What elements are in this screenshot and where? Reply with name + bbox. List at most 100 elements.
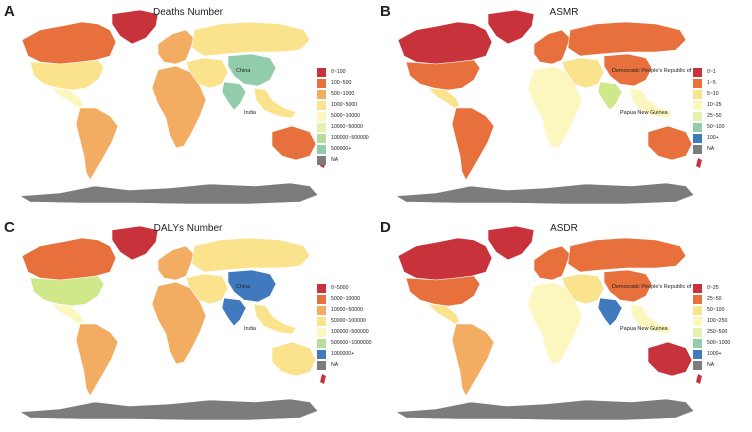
region-usa [405, 275, 481, 307]
map-label-first: China [236, 284, 251, 290]
region-usa [29, 59, 105, 91]
legend-label: 10~25 [707, 102, 722, 108]
region-north-america [21, 21, 117, 65]
region-central-america [427, 87, 461, 109]
legend-label: 5000~10000 [331, 296, 360, 302]
legend-label: 10000~50000 [331, 307, 363, 313]
region-southeast-asia [629, 303, 673, 335]
legend-label: 250~500 [707, 329, 728, 335]
legend-swatch [693, 283, 702, 293]
legend-item: 5000~10000 [317, 294, 372, 304]
region-australia [271, 341, 317, 377]
legend-swatch [317, 144, 326, 154]
region-china [227, 269, 277, 303]
legend-label: NA [707, 362, 715, 368]
legend-swatch [693, 122, 702, 132]
region-africa [527, 281, 583, 365]
legend-item: 10~25 [693, 100, 724, 110]
region-india [597, 81, 623, 111]
legend-item: 500000+ [317, 144, 369, 154]
panel-letter: C [4, 219, 15, 236]
map-panel-a: China India A Deaths Number 0~100 100~500… [0, 0, 376, 216]
map-panel-b: Democratic People's Republic of I Papua … [376, 0, 752, 216]
legend-swatch [317, 349, 326, 359]
region-antarctica [19, 398, 319, 421]
legend-swatch [317, 327, 326, 337]
legend: 0~25 25~50 50~100 100~250 250~500 500~1000 100… [693, 283, 730, 371]
map-label-first: Democratic People's Republic of I [612, 68, 695, 74]
region-new-zealand [696, 374, 702, 384]
panel-title: ASDR [550, 223, 578, 234]
region-south-america [451, 107, 495, 181]
region-north-america [397, 237, 493, 281]
region-africa [527, 65, 583, 149]
legend-swatch [693, 144, 702, 154]
map-panel-d: Democratic People's Republic of Papua Ne… [376, 216, 752, 432]
legend-label: 1~5 [707, 80, 716, 86]
legend-label: 100+ [707, 135, 719, 141]
legend-item: NA [693, 144, 724, 154]
region-china [603, 269, 653, 303]
legend-item: 500000~1000000 [317, 338, 372, 348]
legend-swatch [693, 111, 702, 121]
region-africa [151, 281, 207, 365]
legend-swatch [317, 133, 326, 143]
legend: 0~100 100~500 500~1000 1000~5000 5000~10000 1… [317, 67, 369, 166]
legend-swatch [693, 316, 702, 326]
legend-item: 25~50 [693, 294, 730, 304]
legend-item: 10000~50000 [317, 122, 369, 132]
legend-item: 1000+ [693, 349, 730, 359]
legend-label: 0~1 [707, 69, 716, 75]
legend-item: NA [317, 360, 372, 370]
region-europe [533, 29, 571, 65]
region-usa [405, 59, 481, 91]
legend-swatch [317, 111, 326, 121]
legend: 0~5000 5000~10000 10000~50000 50000~100000 1… [317, 283, 372, 371]
region-usa [29, 275, 105, 307]
legend-item: 1000~5000 [317, 100, 369, 110]
legend-label: NA [331, 157, 339, 163]
region-greenland [487, 225, 535, 261]
region-india [597, 297, 623, 327]
region-antarctica [395, 182, 695, 205]
region-europe [533, 245, 571, 281]
world-map: Democratic People's Republic of Papua Ne… [395, 225, 702, 421]
region-new-zealand [696, 158, 702, 168]
legend-item: 0~1 [693, 67, 724, 77]
region-central-america [51, 87, 85, 109]
region-new-zealand [320, 374, 326, 384]
region-australia [647, 341, 693, 377]
region-india [221, 297, 247, 327]
legend-swatch [693, 133, 702, 143]
region-africa [151, 65, 207, 149]
legend-swatch [693, 89, 702, 99]
world-map: China India [19, 9, 326, 205]
legend-label: 50000~100000 [331, 318, 366, 324]
region-south-america [451, 323, 495, 397]
legend-item: 50~100 [693, 305, 730, 315]
legend-swatch [317, 122, 326, 132]
legend-item: 500~1000 [693, 338, 730, 348]
legend-label: 0~5000 [331, 285, 349, 291]
legend-swatch [693, 78, 702, 88]
map-label-first: China [236, 68, 251, 74]
region-central-america [51, 303, 85, 325]
legend-swatch [317, 67, 326, 77]
region-southeast-asia [253, 87, 297, 119]
legend-label: 1000~5000 [331, 102, 358, 108]
legend-item: 100000~500000 [317, 327, 372, 337]
legend-label: 50~100 [707, 124, 725, 130]
map-label-second: India [244, 326, 257, 332]
panel-title: ASMR [549, 7, 579, 18]
panel-title: DALYs Number [153, 223, 223, 234]
legend-item: 25~50 [693, 111, 724, 121]
region-southeast-asia [629, 87, 673, 119]
legend-label: 5000~10000 [331, 113, 360, 119]
region-greenland [111, 9, 159, 45]
legend-swatch [693, 349, 702, 359]
legend-label: 5~10 [707, 91, 719, 97]
legend-item: 50~100 [693, 122, 724, 132]
legend-swatch [693, 305, 702, 315]
region-greenland [487, 9, 535, 45]
legend-item: 1~5 [693, 78, 724, 88]
